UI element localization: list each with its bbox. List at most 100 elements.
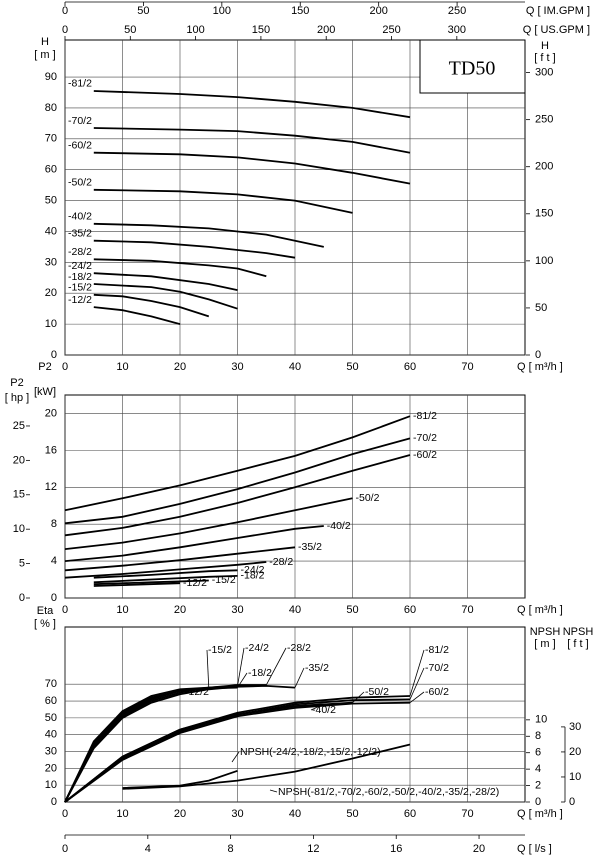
top-axis-tick-label: 0 xyxy=(62,24,68,36)
bottom-axis-tick-label: 0 xyxy=(62,843,68,855)
y3-tick-label: 10 xyxy=(569,771,581,783)
curve xyxy=(93,272,238,291)
y-axis-label: Eta xyxy=(37,605,54,617)
x-tick-label: 20 xyxy=(174,808,186,820)
y2-tick-label: 100 xyxy=(535,255,553,267)
curve xyxy=(93,222,324,248)
curve xyxy=(93,582,181,587)
top-axis-tick-label: 50 xyxy=(137,5,149,17)
y-tick-label: 12 xyxy=(45,481,57,493)
x-tick-label: 60 xyxy=(404,808,416,820)
curve xyxy=(93,579,209,586)
bottom-axis-tick-label: 20 xyxy=(473,843,485,855)
series-label: -12/2 xyxy=(183,577,207,589)
top-axis-tick-label: 100 xyxy=(186,24,204,36)
y-axis-label: H xyxy=(41,36,49,48)
curve xyxy=(93,283,238,310)
y-tick-label: 40 xyxy=(45,225,57,237)
series-label: NPSH(-24/2,-18/2,-15/2,-12/2) xyxy=(240,746,381,758)
top-axis-tick-label: 50 xyxy=(124,24,136,36)
series-label: -70/2 xyxy=(68,115,92,127)
y-tick-label: 60 xyxy=(45,695,57,707)
curve xyxy=(64,695,411,803)
curve xyxy=(64,684,267,803)
y-axis-unit: [ m ] xyxy=(34,49,55,61)
series-label: -81/2 xyxy=(425,644,449,656)
top-axis-label: Q [ IM.GPM ] xyxy=(526,5,590,17)
y-tick-label: 50 xyxy=(45,712,57,724)
x-tick-label: 30 xyxy=(231,361,243,373)
y-axis-label: P2 xyxy=(38,361,51,373)
series-label: -50/2 xyxy=(68,177,92,189)
y-axis-unit: [ % ] xyxy=(34,618,56,630)
x-axis-label: Q [ m³/h ] xyxy=(517,361,563,373)
x-tick-label: 50 xyxy=(346,808,358,820)
series-label: -12/2 xyxy=(68,294,92,306)
y2-tick-label: 200 xyxy=(535,161,553,173)
top-axis-tick-label: 300 xyxy=(448,24,466,36)
y-tick-label: 4 xyxy=(51,555,57,567)
top-axis-tick-label: 150 xyxy=(291,5,309,17)
y-tick-label: 8 xyxy=(51,518,57,530)
title-box xyxy=(419,39,526,94)
x-tick-label: 20 xyxy=(174,604,186,616)
y2-axis-unit: [ f t ] xyxy=(534,52,555,64)
y2-tick-label: 50 xyxy=(535,302,547,314)
y-tick-label: 30 xyxy=(45,745,57,757)
curve xyxy=(64,497,353,550)
series-label: -35/2 xyxy=(298,541,322,553)
label-leader xyxy=(294,667,305,688)
series-label: -18/2 xyxy=(248,667,272,679)
y2-tick-label: 150 xyxy=(535,208,553,220)
series-label: -40/2 xyxy=(68,211,92,223)
x-tick-label: 0 xyxy=(62,604,68,616)
y3-tick-label: 30 xyxy=(569,721,581,733)
bottom-axis-tick-label: 8 xyxy=(228,843,234,855)
y3-tick-label: 20 xyxy=(569,746,581,758)
curve xyxy=(64,701,411,803)
series-label: -50/2 xyxy=(356,492,380,504)
series-label: -40/2 xyxy=(327,520,351,532)
curve xyxy=(64,698,411,803)
y-axis-unit: [kW] xyxy=(34,386,56,398)
bottom-axis-tick-label: 16 xyxy=(390,843,402,855)
y-tick-label: 0 xyxy=(51,796,57,808)
y2-tick-label: 4 xyxy=(535,763,541,775)
y-tick-label: 50 xyxy=(45,194,57,206)
label-leader xyxy=(409,667,425,700)
top-axis-tick-label: 200 xyxy=(369,5,387,17)
x-tick-label: 30 xyxy=(231,808,243,820)
top-axis-tick-label: 200 xyxy=(317,24,335,36)
chart-title: TD50 xyxy=(449,58,496,80)
curve xyxy=(64,454,411,537)
y-tick-label: 0 xyxy=(51,349,57,361)
label-leader xyxy=(409,649,425,697)
bottom-axis-tick-label: 12 xyxy=(307,843,319,855)
series-label: -28/2 xyxy=(269,556,293,568)
series-label: -15/2 xyxy=(208,644,232,656)
y-tick-label: 10 xyxy=(45,779,57,791)
y2-tick-label: 15 xyxy=(13,489,25,501)
top-axis-tick-label: 150 xyxy=(252,24,270,36)
curve xyxy=(93,188,353,214)
top-axis-tick-label: 250 xyxy=(382,24,400,36)
top-axis-tick-label: 0 xyxy=(62,5,68,17)
x-tick-label: 10 xyxy=(116,808,128,820)
y-tick-label: 30 xyxy=(45,256,57,268)
series-label: -50/2 xyxy=(365,686,389,698)
y-tick-label: 20 xyxy=(45,407,57,419)
y2-tick-label: 25 xyxy=(13,420,25,432)
series-label: -24/2 xyxy=(241,564,265,576)
y-tick-label: 16 xyxy=(45,444,57,456)
label-leader xyxy=(409,691,425,704)
x-tick-label: 40 xyxy=(289,808,301,820)
y-tick-label: 20 xyxy=(45,287,57,299)
y2-tick-label: 10 xyxy=(13,523,25,535)
x-tick-label: 50 xyxy=(346,361,358,373)
series-label: -35/2 xyxy=(305,662,329,674)
x-tick-label: 60 xyxy=(404,604,416,616)
label-leader xyxy=(265,647,287,686)
series-label: -70/2 xyxy=(425,662,449,674)
curve xyxy=(64,525,324,562)
curve xyxy=(93,239,296,259)
